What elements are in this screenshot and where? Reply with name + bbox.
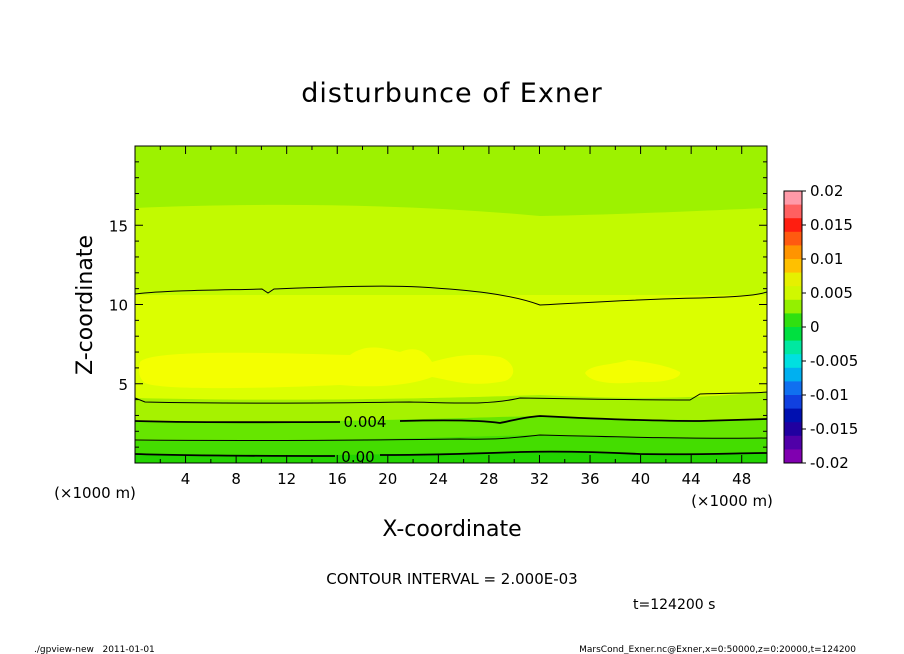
contour-label-004: 0.004	[344, 413, 387, 431]
y-axis-label: Z-coordinate	[73, 235, 98, 375]
colorbar-tick-label: 0.005	[810, 284, 853, 302]
contour-line	[135, 285, 767, 306]
contour-interval: CONTOUR INTERVAL = 2.000E-03	[326, 570, 577, 588]
x-axis-ticks: 4 8 12 16 20 24 28 32 36 40 44 48	[159, 146, 751, 488]
colorbar-band	[784, 259, 802, 274]
x-tick-label: 4	[181, 470, 191, 488]
colorbar-band	[784, 218, 802, 233]
colorbar-band	[784, 395, 802, 410]
x-tick-label: 12	[277, 470, 296, 488]
colorbar-band	[784, 327, 802, 342]
colorbar-band	[784, 435, 802, 450]
x-axis-label: X-coordinate	[382, 517, 521, 542]
x-tick-label: 20	[378, 470, 397, 488]
contour-line	[135, 450, 767, 457]
colorbar-tick-label: 0.015	[810, 216, 853, 234]
y-tick-label: 10	[109, 297, 128, 315]
colorbar-band	[784, 245, 802, 260]
colorbar-band	[784, 313, 802, 328]
field-band-mid	[135, 204, 767, 302]
plot-area: 0.004 0.00	[135, 146, 767, 466]
contour-line	[135, 391, 767, 404]
colorbar-band	[784, 408, 802, 423]
colorbar-band	[784, 340, 802, 355]
colorbar-tick-label: -0.01	[810, 386, 849, 404]
field-maximum-right	[585, 360, 681, 384]
x-tick-label: 48	[732, 470, 751, 488]
contour-label-000: 0.00	[341, 448, 374, 466]
y-tick-label: 15	[109, 217, 128, 235]
colorbar-band	[784, 272, 802, 287]
colorbar-band	[784, 191, 802, 206]
colorbar-tick-label: 0.02	[810, 182, 843, 200]
colorbar-band	[784, 449, 802, 464]
colorbar-ticks: 0.02 0.015 0.01 0.005 0 -0.005 -0.01 -0.015 -0.0…	[802, 182, 858, 472]
x-tick-label: 16	[328, 470, 347, 488]
time-stamp: t=124200 s	[633, 597, 715, 613]
y-axis-ticks: 5 10 15	[109, 161, 767, 448]
colorbar-tick-label: -0.02	[810, 454, 849, 472]
x-tick-label: 36	[580, 470, 599, 488]
y-tick-label: 5	[118, 376, 128, 394]
x-tick-label: 32	[530, 470, 549, 488]
colorbar-band	[784, 299, 802, 314]
x-tick-label: 24	[429, 470, 448, 488]
colorbar	[784, 191, 802, 464]
colorbar-band	[784, 286, 802, 301]
colorbar-band	[784, 231, 802, 246]
x-tick-label: 40	[631, 470, 650, 488]
colorbar-tick-label: 0	[810, 318, 820, 336]
colorbar-band	[784, 367, 802, 382]
footer-right: MarsCond_Exner.nc@Exner,x=0:50000,z=0:20…	[579, 645, 856, 654]
footer-left: ./gpview-new 2011-01-01	[34, 645, 155, 654]
colorbar-band	[784, 204, 802, 219]
x-unit-right: (×1000 m)	[691, 492, 773, 510]
x-tick-label: 28	[479, 470, 498, 488]
x-tick-label: 8	[231, 470, 241, 488]
colorbar-tick-label: -0.015	[810, 420, 858, 438]
field-maximum-left	[138, 347, 514, 389]
colorbar-tick-label: 0.01	[810, 250, 843, 268]
x-tick-label: 44	[682, 470, 701, 488]
field-band-main	[135, 295, 767, 405]
colorbar-band	[784, 422, 802, 437]
chart-title: disturbunce of Exner	[301, 78, 602, 109]
colorbar-tick-label: -0.005	[810, 352, 858, 370]
x-unit-left: (×1000 m)	[54, 484, 136, 502]
colorbar-band	[784, 381, 802, 396]
colorbar-band	[784, 354, 802, 369]
contour-line	[135, 415, 767, 424]
contour-line	[135, 434, 767, 441]
field-band-0	[135, 451, 767, 463]
